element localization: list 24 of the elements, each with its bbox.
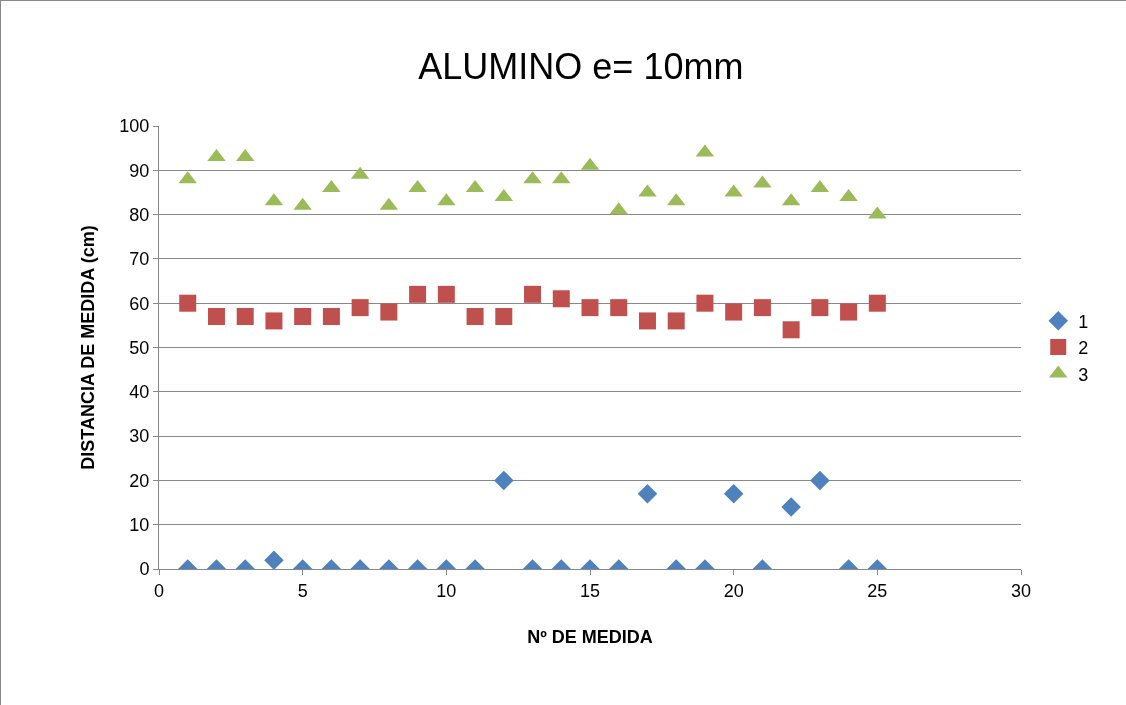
y-tick-label: 40: [129, 382, 150, 403]
x-tick-label: 15: [579, 580, 601, 601]
x-tick-label: 5: [297, 580, 308, 601]
x-tick-label: 10: [436, 580, 457, 601]
y-tick-label: 90: [129, 160, 150, 181]
legend-label: 1: [1078, 311, 1089, 332]
y-axis-title: DISTANCIA DE MEDIDA (cm): [77, 225, 98, 470]
x-tick-label: 20: [723, 580, 744, 601]
y-tick-label: 80: [129, 204, 150, 225]
chart-title: ALUMINO e= 10mm: [418, 46, 744, 88]
y-tick-label: 10: [129, 515, 150, 535]
y-tick-label: 0: [139, 559, 150, 580]
x-tick-label: 0: [153, 580, 165, 601]
legend-label: 3: [1078, 364, 1089, 385]
x-tick-label: 30: [1010, 580, 1032, 601]
y-tick-label: 30: [129, 426, 150, 447]
x-tick-label: 25: [867, 580, 888, 601]
y-tick-label: 60: [129, 293, 150, 314]
y-tick-label: 50: [129, 337, 150, 358]
y-tick-label: 20: [129, 470, 150, 491]
y-tick-label: 70: [129, 249, 150, 270]
legend-label: 2: [1078, 338, 1089, 359]
x-axis-title: Nº DE MEDIDA: [527, 626, 653, 647]
y-tick-label: 100: [119, 116, 150, 137]
